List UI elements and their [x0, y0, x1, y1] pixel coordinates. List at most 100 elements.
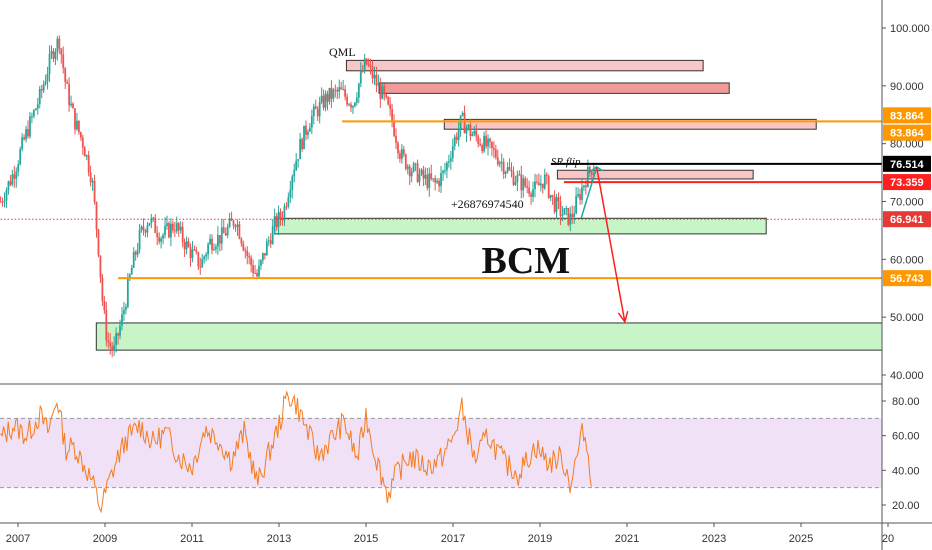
candle-body: [361, 70, 364, 72]
candle-body: [467, 124, 470, 128]
candle-body: [269, 240, 272, 244]
candle-body: [224, 233, 227, 236]
candle-body: [516, 175, 519, 183]
candle-body: [555, 197, 558, 212]
candle-body: [171, 223, 174, 231]
candle-body: [332, 89, 335, 99]
candle-body: [348, 104, 350, 106]
candle-body: [434, 178, 437, 183]
candle-body: [1, 201, 4, 203]
annotation-3: BCM: [481, 240, 570, 282]
candle-body: [400, 149, 403, 159]
candle-body: [453, 136, 456, 147]
candle-body: [316, 109, 319, 117]
candle-body: [383, 86, 386, 95]
candle-body: [475, 130, 478, 137]
candle-body: [183, 241, 186, 250]
candle-body: [444, 170, 446, 172]
candle-body: [297, 159, 300, 161]
candle-body: [473, 130, 476, 135]
candle-body: [248, 256, 251, 258]
level-lines: [0, 120, 882, 324]
candle-body: [170, 223, 172, 238]
candle-body: [375, 74, 378, 86]
candle-body: [577, 194, 579, 197]
candle-body: [402, 149, 405, 155]
rsi-tick-label: 40.00: [892, 465, 920, 477]
candle-body: [29, 116, 31, 137]
candle-body: [391, 108, 393, 122]
candle-body: [27, 129, 29, 137]
candle-body: [187, 241, 190, 247]
candle-body: [275, 216, 278, 228]
price-badge-label: 73.359: [890, 177, 924, 189]
candle-body: [322, 95, 325, 108]
candle-body: [575, 196, 578, 214]
candle-body: [314, 106, 317, 110]
candle-body: [189, 246, 192, 259]
candle-body: [66, 81, 69, 84]
price-badge-label: 83.864: [890, 128, 925, 140]
candle-body: [381, 86, 384, 99]
candle-body: [371, 66, 374, 79]
candle-body: [197, 252, 200, 267]
price-badge-label: 83.864: [890, 110, 925, 122]
candle-body: [42, 84, 45, 91]
x-tick-label: 20: [882, 533, 894, 545]
candle-body: [216, 235, 219, 247]
price-badge-label: 76.514: [890, 159, 925, 171]
candle-body: [449, 158, 452, 162]
y-tick-label: 40.000: [890, 370, 924, 382]
candle-body: [318, 102, 321, 117]
candle-body: [295, 160, 298, 171]
candle-body: [291, 176, 294, 190]
candle-body: [164, 225, 166, 235]
candle-body: [416, 163, 419, 182]
candle-body: [363, 58, 366, 72]
candle-body: [181, 226, 184, 242]
supply-zone-2: [378, 82, 730, 94]
candle-body: [101, 277, 104, 301]
candle-body: [522, 178, 525, 191]
candle-body: [442, 170, 444, 174]
candle-body: [397, 142, 399, 154]
candle-body: [479, 143, 482, 146]
candle-body: [254, 272, 256, 274]
candle-body: [463, 112, 466, 134]
candle-body: [60, 48, 63, 55]
candle-body: [440, 173, 442, 187]
x-tick-label: 2013: [267, 533, 291, 545]
rsi-panel: [0, 390, 882, 514]
candle-body: [430, 173, 433, 179]
candle-body: [207, 244, 209, 255]
x-tick-label: 2009: [93, 533, 117, 545]
price-badge-label: 66.941: [890, 214, 924, 226]
candle-body: [355, 97, 358, 103]
candle-body: [557, 197, 560, 202]
candle-body: [279, 211, 282, 219]
candle-body: [385, 94, 388, 98]
x-tick-label: 2025: [789, 533, 813, 545]
candle-body: [524, 178, 527, 187]
candle-body: [79, 132, 82, 138]
candle-body: [230, 218, 233, 221]
candle-body: [547, 176, 550, 198]
candle-body: [11, 174, 14, 185]
candle-body: [138, 229, 141, 250]
candle-body: [592, 173, 595, 175]
candle-body: [185, 241, 188, 250]
candle-body: [146, 225, 149, 233]
candle-body: [293, 170, 296, 177]
candle-body: [289, 189, 292, 198]
candle-body: [461, 112, 464, 116]
candle-body: [586, 166, 589, 188]
candle-body: [590, 171, 593, 175]
candle-body: [471, 134, 474, 136]
candle-body: [205, 254, 208, 257]
candle-body: [238, 224, 241, 239]
candle-body: [545, 174, 548, 177]
candle-body: [220, 227, 223, 244]
supply-zone-3: [443, 118, 817, 130]
candle-body: [162, 234, 164, 239]
